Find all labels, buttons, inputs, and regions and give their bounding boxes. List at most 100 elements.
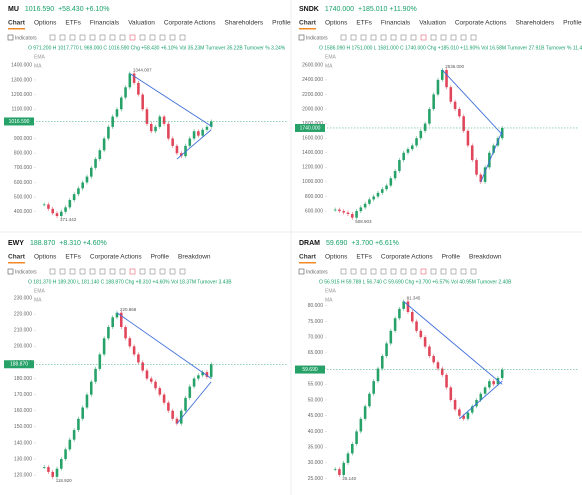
tab[interactable]: Profile xyxy=(151,254,170,261)
tool-icon[interactable] xyxy=(370,34,377,41)
overlay-label[interactable]: EMA xyxy=(325,288,337,294)
tool-icon[interactable] xyxy=(390,268,397,275)
tab[interactable]: ETFs xyxy=(65,254,81,261)
overlay-label[interactable]: EMA xyxy=(34,288,46,294)
tab[interactable]: Chart xyxy=(299,20,317,27)
tab[interactable]: Valuation xyxy=(128,20,155,27)
indicators-icon[interactable] xyxy=(7,34,14,41)
tool-icon[interactable] xyxy=(139,268,146,275)
tool-icon[interactable] xyxy=(350,34,357,41)
tool-icon[interactable] xyxy=(460,268,467,275)
tool-icon[interactable] xyxy=(390,34,397,41)
tab[interactable]: Shareholders xyxy=(224,20,263,27)
indicators-icon[interactable] xyxy=(298,268,305,275)
toolbar-indicators[interactable]: Indicators xyxy=(306,269,328,275)
tab[interactable]: Valuation xyxy=(419,20,446,27)
tool-icon[interactable] xyxy=(159,268,166,275)
tool-icon[interactable] xyxy=(470,34,477,41)
tool-icon[interactable] xyxy=(99,34,106,41)
toolbar-indicators[interactable]: Indicators xyxy=(15,35,37,41)
tab[interactable]: Corporate Actions xyxy=(455,20,507,27)
tool-icon[interactable] xyxy=(370,268,377,275)
tool-icon[interactable] xyxy=(440,268,447,275)
tool-icon[interactable] xyxy=(380,268,387,275)
indicators-icon[interactable] xyxy=(298,34,305,41)
tool-icon[interactable] xyxy=(470,268,477,275)
tool-icon[interactable] xyxy=(59,34,66,41)
tool-icon[interactable] xyxy=(360,34,367,41)
tool-icon[interactable] xyxy=(430,268,437,275)
tool-icon[interactable] xyxy=(360,268,367,275)
tool-icon[interactable] xyxy=(99,268,106,275)
overlay-label[interactable]: MA xyxy=(34,63,42,69)
tool-icon[interactable] xyxy=(169,34,176,41)
overlay-label[interactable]: MA xyxy=(325,297,333,303)
tab[interactable]: Corporate Actions xyxy=(90,254,142,261)
tool-icon[interactable] xyxy=(119,268,126,275)
tab[interactable]: Profile xyxy=(442,254,461,261)
tool-icon[interactable] xyxy=(340,34,347,41)
tool-icon[interactable] xyxy=(350,268,357,275)
tool-icon[interactable] xyxy=(49,268,56,275)
tool-icon[interactable] xyxy=(149,34,156,41)
tab[interactable]: Options xyxy=(325,254,348,261)
overlay-label[interactable]: MA xyxy=(325,63,333,69)
tool-icon[interactable] xyxy=(139,34,146,41)
tab[interactable]: Shareholders xyxy=(515,20,554,27)
tool-icon[interactable] xyxy=(129,268,136,275)
tool-icon[interactable] xyxy=(420,34,427,41)
tool-icon[interactable] xyxy=(159,34,166,41)
tool-icon[interactable] xyxy=(119,34,126,41)
toolbar-indicators[interactable]: Indicators xyxy=(306,35,328,41)
tab[interactable]: Profile xyxy=(563,20,582,27)
tool-icon[interactable] xyxy=(440,34,447,41)
tool-icon[interactable] xyxy=(169,268,176,275)
tool-icon[interactable] xyxy=(89,34,96,41)
tool-icon[interactable] xyxy=(410,34,417,41)
tab[interactable]: Options xyxy=(34,254,57,261)
tool-icon[interactable] xyxy=(149,268,156,275)
tool-icon[interactable] xyxy=(420,268,427,275)
tab[interactable]: ETFs xyxy=(356,254,372,261)
tool-icon[interactable] xyxy=(69,268,76,275)
tab[interactable]: Chart xyxy=(8,20,26,27)
tool-icon[interactable] xyxy=(59,268,66,275)
tool-icon[interactable] xyxy=(109,268,116,275)
tool-icon[interactable] xyxy=(79,268,86,275)
tool-icon[interactable] xyxy=(129,34,136,41)
tool-icon[interactable] xyxy=(79,34,86,41)
overlay-label[interactable]: EMA xyxy=(34,54,46,60)
tab[interactable]: Financials xyxy=(90,20,120,27)
tool-icon[interactable] xyxy=(450,268,457,275)
tab[interactable]: Chart xyxy=(8,254,26,261)
tab[interactable]: Financials xyxy=(381,20,411,27)
tab[interactable]: Profile xyxy=(272,20,291,27)
tab[interactable]: Chart xyxy=(299,254,317,261)
tool-icon[interactable] xyxy=(430,34,437,41)
tool-icon[interactable] xyxy=(89,268,96,275)
overlay-label[interactable]: EMA xyxy=(325,54,337,60)
tab[interactable]: Corporate Actions xyxy=(164,20,216,27)
tab[interactable]: Corporate Actions xyxy=(381,254,433,261)
indicators-icon[interactable] xyxy=(7,268,14,275)
tool-icon[interactable] xyxy=(460,34,467,41)
tab[interactable]: ETFs xyxy=(356,20,372,27)
tool-icon[interactable] xyxy=(410,268,417,275)
overlay-label[interactable]: MA xyxy=(34,297,42,303)
tool-icon[interactable] xyxy=(380,34,387,41)
tool-icon[interactable] xyxy=(69,34,76,41)
tab[interactable]: Breakdown xyxy=(469,254,502,261)
tool-icon[interactable] xyxy=(340,268,347,275)
tab[interactable]: Options xyxy=(34,20,57,27)
toolbar-indicators[interactable]: Indicators xyxy=(15,269,37,275)
tool-icon[interactable] xyxy=(400,268,407,275)
tool-icon[interactable] xyxy=(179,268,186,275)
tab[interactable]: Options xyxy=(325,20,348,27)
tool-icon[interactable] xyxy=(109,34,116,41)
tab[interactable]: ETFs xyxy=(65,20,81,27)
tool-icon[interactable] xyxy=(450,34,457,41)
tool-icon[interactable] xyxy=(179,34,186,41)
tab[interactable]: Breakdown xyxy=(178,254,211,261)
tool-icon[interactable] xyxy=(49,34,56,41)
tool-icon[interactable] xyxy=(400,34,407,41)
